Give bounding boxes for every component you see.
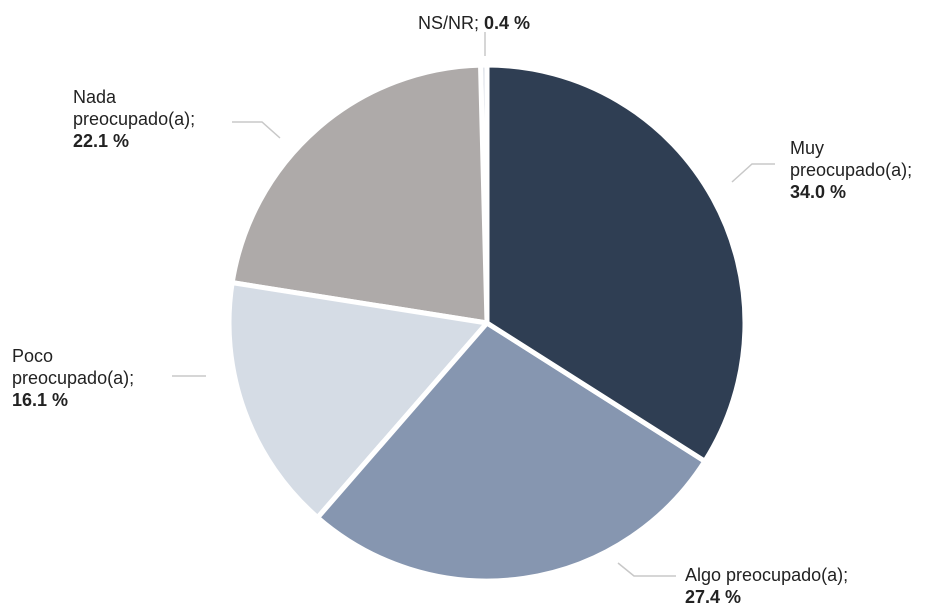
value-label: 27.4 % (685, 587, 742, 604)
label: Poco preocupado(a); 16.1 % (12, 345, 162, 411)
label: NS/NR; 0.4 % (418, 12, 618, 34)
leader-line (731, 163, 775, 183)
value-label: 0.4 % (484, 13, 531, 33)
value-label: 22.1 % (73, 131, 130, 151)
category-label: Muy preocupado(a); (790, 138, 913, 180)
category-label: Nada preocupado(a); (73, 87, 196, 129)
pie-slice (226, 280, 490, 521)
category-label: Poco preocupado(a); (12, 346, 135, 388)
label: Muy preocupado(a); 34.0 % (790, 137, 930, 203)
label: Algo preocupado(a); 27.4 % (685, 564, 935, 604)
category-label: NS/NR; (418, 13, 480, 33)
category-label: Algo preocupado(a); (685, 565, 849, 585)
pie-slice (229, 62, 490, 326)
leader-line (232, 121, 281, 139)
value-label: 34.0 % (790, 182, 847, 202)
pie-slice (484, 62, 748, 464)
leader-line (617, 562, 676, 577)
pie-slice (315, 320, 708, 584)
label: Nada preocupado(a); 22.1 % (73, 86, 223, 152)
value-label: 16.1 % (12, 390, 69, 410)
